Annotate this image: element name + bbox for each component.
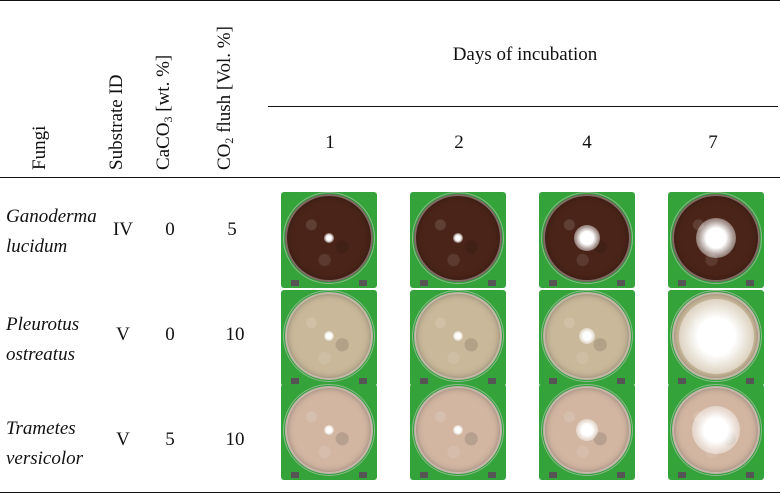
petri-dish-photo-row3-day2	[410, 384, 506, 480]
header-caco3-main: CaCO	[153, 122, 174, 171]
header-co2-unit: flush [Vol. %]	[214, 26, 235, 138]
mycelium-spot	[692, 406, 740, 454]
row-2-substrate-id: V	[116, 324, 130, 345]
bottom-rule	[0, 492, 780, 493]
mycelium-spot	[453, 425, 463, 435]
dish-clip	[549, 378, 557, 384]
dish-rim	[283, 192, 375, 284]
petri-dish-photo-row2-day1	[281, 290, 377, 386]
dish-clip	[617, 280, 625, 286]
dish-clip	[549, 472, 557, 478]
dish-clip	[746, 280, 754, 286]
petri-dish-photo-row1-day4	[539, 192, 635, 288]
petri-dish-photo-row1-day1	[281, 192, 377, 288]
header-co2-main: CO	[214, 143, 235, 170]
row-1-caco3: 0	[165, 219, 175, 240]
dish-rim	[412, 192, 504, 284]
header-day-1: 1	[325, 132, 335, 153]
row-2-fungus-genus: Pleurotus	[6, 314, 80, 335]
dish-clip	[291, 472, 299, 478]
row-1-fungus-genus: Ganoderma	[6, 206, 97, 227]
dish-rim	[541, 384, 633, 476]
row-1-substrate-id: IV	[112, 219, 134, 240]
petri-dish-photo-row2-day2	[410, 290, 506, 386]
row-3-fungus-genus: Trametes	[6, 418, 76, 439]
dish-clip	[549, 280, 557, 286]
header-fungi: Fungi	[29, 125, 50, 170]
header-caco3-sub: 3	[161, 116, 175, 123]
row-2-fungus-species: ostreatus	[6, 344, 75, 365]
header-days-of-incubation: Days of incubation	[452, 44, 598, 65]
dish-rim	[541, 290, 633, 382]
mycelium-spot	[574, 225, 600, 251]
dish-clip	[678, 280, 686, 286]
row-2-fungus: Pleurotus ostreatus	[6, 310, 79, 370]
header-caco3: CaCO3 [wt. %]	[153, 55, 176, 170]
row-3-fungus: Trametes versicolor	[6, 414, 83, 474]
petri-dish-photo-row1-day2	[410, 192, 506, 288]
row-2-co2: 10	[225, 324, 245, 345]
mycelium-spot	[576, 419, 598, 441]
dish-clip	[617, 472, 625, 478]
dish-rim	[541, 192, 633, 284]
mycelium-spot	[678, 298, 754, 374]
dish-clip	[678, 472, 686, 478]
mycelium-spot	[453, 331, 463, 341]
top-rule	[0, 0, 780, 1]
header-co2-sub: 2	[222, 137, 236, 144]
row-2-caco3: 0	[165, 324, 175, 345]
dish-rim	[283, 290, 375, 382]
dish-clip	[291, 280, 299, 286]
header-bottom-rule	[0, 177, 780, 178]
mycelium-spot	[324, 233, 334, 243]
header-co2-flush: CO2 flush [Vol. %]	[214, 26, 237, 170]
mycelium-spot	[453, 233, 463, 243]
dish-clip	[359, 378, 367, 384]
dish-rim	[412, 290, 504, 382]
dish-clip	[678, 378, 686, 384]
dish-rim	[412, 384, 504, 476]
dish-rim	[670, 384, 762, 476]
dish-rim	[670, 290, 762, 382]
row-3-substrate-id: V	[116, 429, 130, 450]
dish-clip	[746, 378, 754, 384]
row-3-caco3: 5	[165, 429, 175, 450]
petri-dish-photo-row1-day7	[668, 192, 764, 288]
dish-clip	[488, 280, 496, 286]
row-1-fungus: Ganoderma lucidum	[6, 202, 97, 262]
petri-dish-photo-row3-day1	[281, 384, 377, 480]
mycelium-spot	[696, 218, 736, 258]
row-3-co2: 10	[225, 429, 245, 450]
header-day-2: 2	[454, 132, 464, 153]
row-1-fungus-species: lucidum	[6, 236, 68, 257]
dish-clip	[420, 472, 428, 478]
dish-clip	[420, 280, 428, 286]
petri-dish-photo-row3-day7	[668, 384, 764, 480]
dish-clip	[291, 378, 299, 384]
dish-rim	[283, 384, 375, 476]
mycelium-spot	[324, 425, 334, 435]
dish-rim	[670, 192, 762, 284]
petri-dish-photo-row2-day4	[539, 290, 635, 386]
dish-clip	[746, 472, 754, 478]
header-substrate-id: Substrate ID	[106, 74, 127, 170]
dish-clip	[617, 378, 625, 384]
header-caco3-unit: [wt. %]	[153, 54, 174, 117]
header-day-7: 7	[708, 132, 718, 153]
petri-dish-photo-row2-day7	[668, 290, 764, 386]
dish-clip	[359, 280, 367, 286]
dish-clip	[420, 378, 428, 384]
dish-clip	[488, 472, 496, 478]
mycelium-spot	[579, 328, 595, 344]
row-3-fungus-species: versicolor	[6, 448, 84, 469]
row-1-co2: 5	[227, 219, 237, 240]
days-underline-rule	[268, 106, 778, 107]
mycelium-spot	[324, 331, 334, 341]
header-day-4: 4	[582, 132, 592, 153]
petri-dish-photo-row3-day4	[539, 384, 635, 480]
dish-clip	[488, 378, 496, 384]
dish-clip	[359, 472, 367, 478]
